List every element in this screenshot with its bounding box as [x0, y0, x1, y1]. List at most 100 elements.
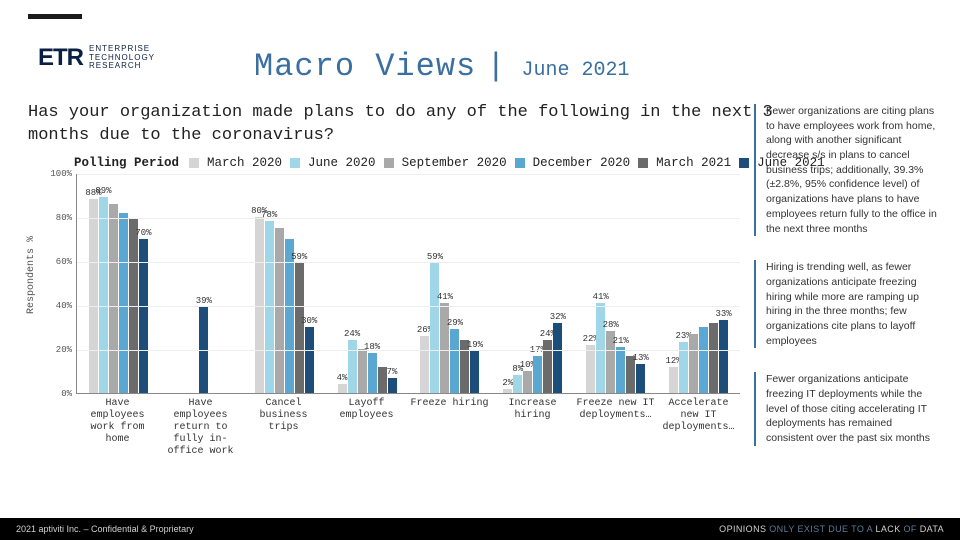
x-axis-label: Have employees return to fully in-office…: [159, 398, 242, 458]
legend-swatch: [638, 158, 648, 168]
y-tick: 80%: [56, 213, 72, 223]
bar-groups: 88%89%70%39%80%78%59%30%4%24%18%7%26%59%…: [77, 174, 740, 393]
x-axis-label: Freeze new IT deployments…: [574, 398, 657, 458]
y-tick: 20%: [56, 345, 72, 355]
bar: 41%: [596, 303, 605, 393]
bar: 2%: [503, 389, 512, 393]
y-tick: 0%: [61, 389, 72, 399]
brand-logo: ETR ENTERPRISE TECHNOLOGY RESEARCH: [38, 44, 155, 72]
legend-series-name: September 2020: [402, 156, 507, 170]
page-title-text: Macro Views: [254, 48, 476, 85]
x-axis-label: Layoff employees: [325, 398, 408, 458]
sidebar-notes: Fewer organizations are citing plans to …: [754, 104, 942, 446]
page-title-date: June 2021: [521, 59, 629, 82]
brand-logo-mark: ETR: [38, 44, 83, 72]
bar: 24%: [543, 340, 552, 393]
gridline: [77, 262, 740, 263]
y-tick: 100%: [50, 169, 72, 179]
chart-legend: Polling Period March 2020June 2020Septem…: [74, 156, 825, 170]
y-tick: 60%: [56, 257, 72, 267]
footer-right: OPINIONS ONLY EXIST DUE TO A LACK OF DAT…: [719, 524, 944, 534]
brand-logo-line3: RESEARCH: [89, 62, 155, 71]
y-tick: 40%: [56, 301, 72, 311]
gridline: [77, 350, 740, 351]
bar: 19%: [470, 351, 479, 393]
bar-value-label: 19%: [467, 340, 483, 350]
x-axis-labels: Have employees work from homeHave employ…: [76, 398, 740, 458]
footer-right-a: OPINIONS: [719, 524, 769, 534]
bar: 17%: [533, 356, 542, 393]
legend-series-name: December 2020: [533, 156, 631, 170]
bar-value-label: 2%: [502, 378, 513, 388]
bar-value-label: 39%: [196, 296, 212, 306]
bar-group: 12%23%33%: [657, 174, 740, 393]
bar: 59%: [295, 263, 304, 393]
bar-value-label: 32%: [550, 312, 566, 322]
bar: [109, 204, 118, 393]
bar: 18%: [368, 353, 377, 393]
bar: [689, 334, 698, 393]
x-axis-label: Freeze hiring: [408, 398, 491, 458]
bar: 32%: [553, 323, 562, 393]
bar-group: 26%59%41%29%19%: [409, 174, 492, 393]
bar: 89%: [99, 197, 108, 393]
legend-series-name: March 2021: [656, 156, 731, 170]
bar: 78%: [265, 221, 274, 393]
bar-value-label: 59%: [291, 252, 307, 262]
bar: 59%: [430, 263, 439, 393]
legend-swatch: [515, 158, 525, 168]
x-axis-label: Cancel business trips: [242, 398, 325, 458]
bar: 88%: [89, 199, 98, 393]
bar-value-label: 59%: [427, 252, 443, 262]
bar-value-label: 70%: [135, 228, 151, 238]
y-axis-label: Respondents %: [26, 236, 37, 314]
bar: 21%: [616, 347, 625, 393]
gridline: [77, 306, 740, 307]
bar: 30%: [305, 327, 314, 393]
gridline: [77, 174, 740, 175]
bar-chart: Respondents % 0%20%40%60%80%100% 88%89%7…: [40, 174, 740, 474]
bar: 33%: [719, 320, 728, 393]
footer: 2021 aptiviti Inc. – Confidential & Prop…: [0, 518, 960, 540]
footer-right-e: DATA: [920, 524, 944, 534]
side-note: Fewer organizations are citing plans to …: [754, 104, 942, 236]
bar: 12%: [669, 367, 678, 393]
x-axis-label: Have employees work from home: [76, 398, 159, 458]
bar-value-label: 30%: [301, 316, 317, 326]
bar: 22%: [586, 345, 595, 393]
bar-value-label: 13%: [633, 353, 649, 363]
x-axis-label: Increase hiring: [491, 398, 574, 458]
bar-value-label: 89%: [95, 186, 111, 196]
bar-group: 22%41%28%21%13%: [574, 174, 657, 393]
bar: 41%: [440, 303, 449, 393]
bar: [119, 213, 128, 393]
bar: 26%: [420, 336, 429, 393]
x-axis-label: Accelerate new IT deployments…: [657, 398, 740, 458]
bar: [275, 228, 284, 393]
bar: [709, 323, 718, 393]
legend-series-name: March 2020: [207, 156, 282, 170]
bar: 7%: [388, 378, 397, 393]
bar-value-label: 28%: [603, 320, 619, 330]
bar: [378, 367, 387, 393]
legend-series-name: June 2020: [308, 156, 376, 170]
brand-logo-text: ENTERPRISE TECHNOLOGY RESEARCH: [89, 45, 155, 71]
plot-area: 88%89%70%39%80%78%59%30%4%24%18%7%26%59%…: [76, 174, 740, 394]
bar-group: 2%8%10%17%24%32%: [491, 174, 574, 393]
survey-question: Has your organization made plans to do a…: [28, 102, 788, 148]
y-axis-ticks: 0%20%40%60%80%100%: [42, 174, 72, 394]
bar-value-label: 4%: [337, 373, 348, 383]
bar-value-label: 41%: [593, 292, 609, 302]
bar: 4%: [338, 384, 347, 393]
side-note: Fewer organizations anticipate freezing …: [754, 372, 942, 445]
bar-value-label: 33%: [715, 309, 731, 319]
bar-value-label: 29%: [447, 318, 463, 328]
bar-value-label: 24%: [344, 329, 360, 339]
legend-swatch: [384, 158, 394, 168]
bar-value-label: 7%: [387, 367, 398, 377]
bar-group: 80%78%59%30%: [243, 174, 326, 393]
footer-right-c: LACK: [876, 524, 904, 534]
legend-swatch: [189, 158, 199, 168]
page-title-separator: |: [486, 48, 505, 85]
bar: 29%: [450, 329, 459, 393]
